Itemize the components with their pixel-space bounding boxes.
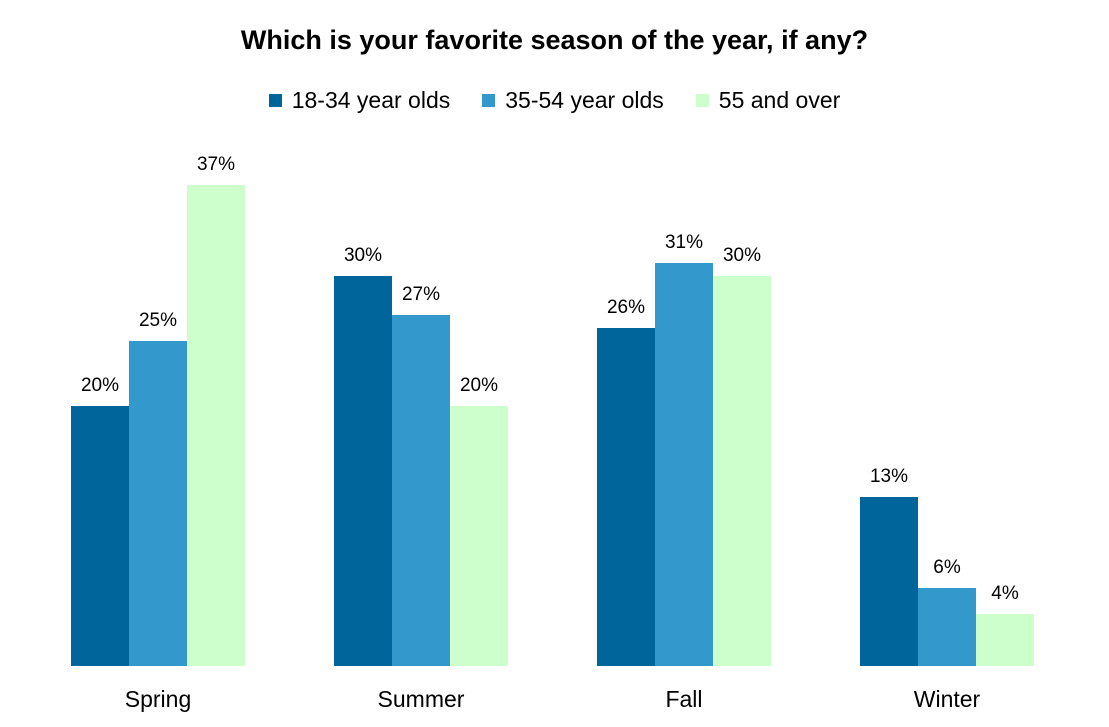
bar-winter-55-over: [976, 614, 1034, 666]
chart-legend: 18-34 year olds 35-54 year olds 55 and o…: [0, 84, 1109, 116]
data-label-spring-18-34: 20%: [81, 375, 119, 396]
bar-spring-35-54: [129, 341, 187, 666]
chart-title: Which is your favorite season of the yea…: [240, 25, 869, 55]
data-label-winter-55-over: 4%: [991, 583, 1019, 604]
legend-swatch-55-over: [695, 93, 709, 107]
legend-swatch-18-34: [268, 93, 282, 107]
legend-label-55-over: 55 and over: [718, 87, 841, 113]
data-label-summer-35-54: 27%: [402, 284, 440, 305]
data-label-spring-55-over: 37%: [197, 154, 235, 175]
bar-summer-18-34: [334, 276, 392, 666]
legend-item-35-54: 35-54 year olds: [482, 84, 664, 116]
legend-item-55-over: 55 and over: [695, 84, 841, 116]
legend-item-18-34: 18-34 year olds: [268, 84, 451, 116]
bar-summer-35-54: [392, 315, 450, 666]
legend-swatch-35-54: [482, 93, 496, 107]
x-tick-label-spring: Spring: [125, 686, 191, 712]
data-label-summer-18-34: 30%: [344, 245, 382, 266]
x-tick-label-winter: Winter: [914, 686, 981, 712]
bar-winter-35-54: [918, 588, 976, 666]
bar-spring-55-over: [187, 185, 245, 666]
legend-label-18-34: 18-34 year olds: [291, 87, 451, 113]
bar-fall-55-over: [713, 276, 771, 666]
bar-spring-18-34: [71, 406, 129, 666]
data-label-winter-35-54: 6%: [933, 557, 961, 578]
legend-label-35-54: 35-54 year olds: [505, 87, 664, 113]
bar-summer-55-over: [450, 406, 508, 666]
data-label-winter-18-34: 13%: [870, 466, 908, 487]
bar-fall-18-34: [597, 328, 655, 666]
data-label-summer-55-over: 20%: [460, 375, 498, 396]
bar-winter-18-34: [860, 497, 918, 666]
data-label-fall-35-54: 31%: [665, 232, 703, 253]
data-label-fall-55-over: 30%: [723, 245, 761, 266]
bar-fall-35-54: [655, 263, 713, 666]
x-tick-label-fall: Fall: [665, 686, 702, 712]
x-tick-label-summer: Summer: [378, 686, 465, 712]
data-label-fall-18-34: 26%: [607, 297, 645, 318]
data-label-spring-35-54: 25%: [139, 310, 177, 331]
